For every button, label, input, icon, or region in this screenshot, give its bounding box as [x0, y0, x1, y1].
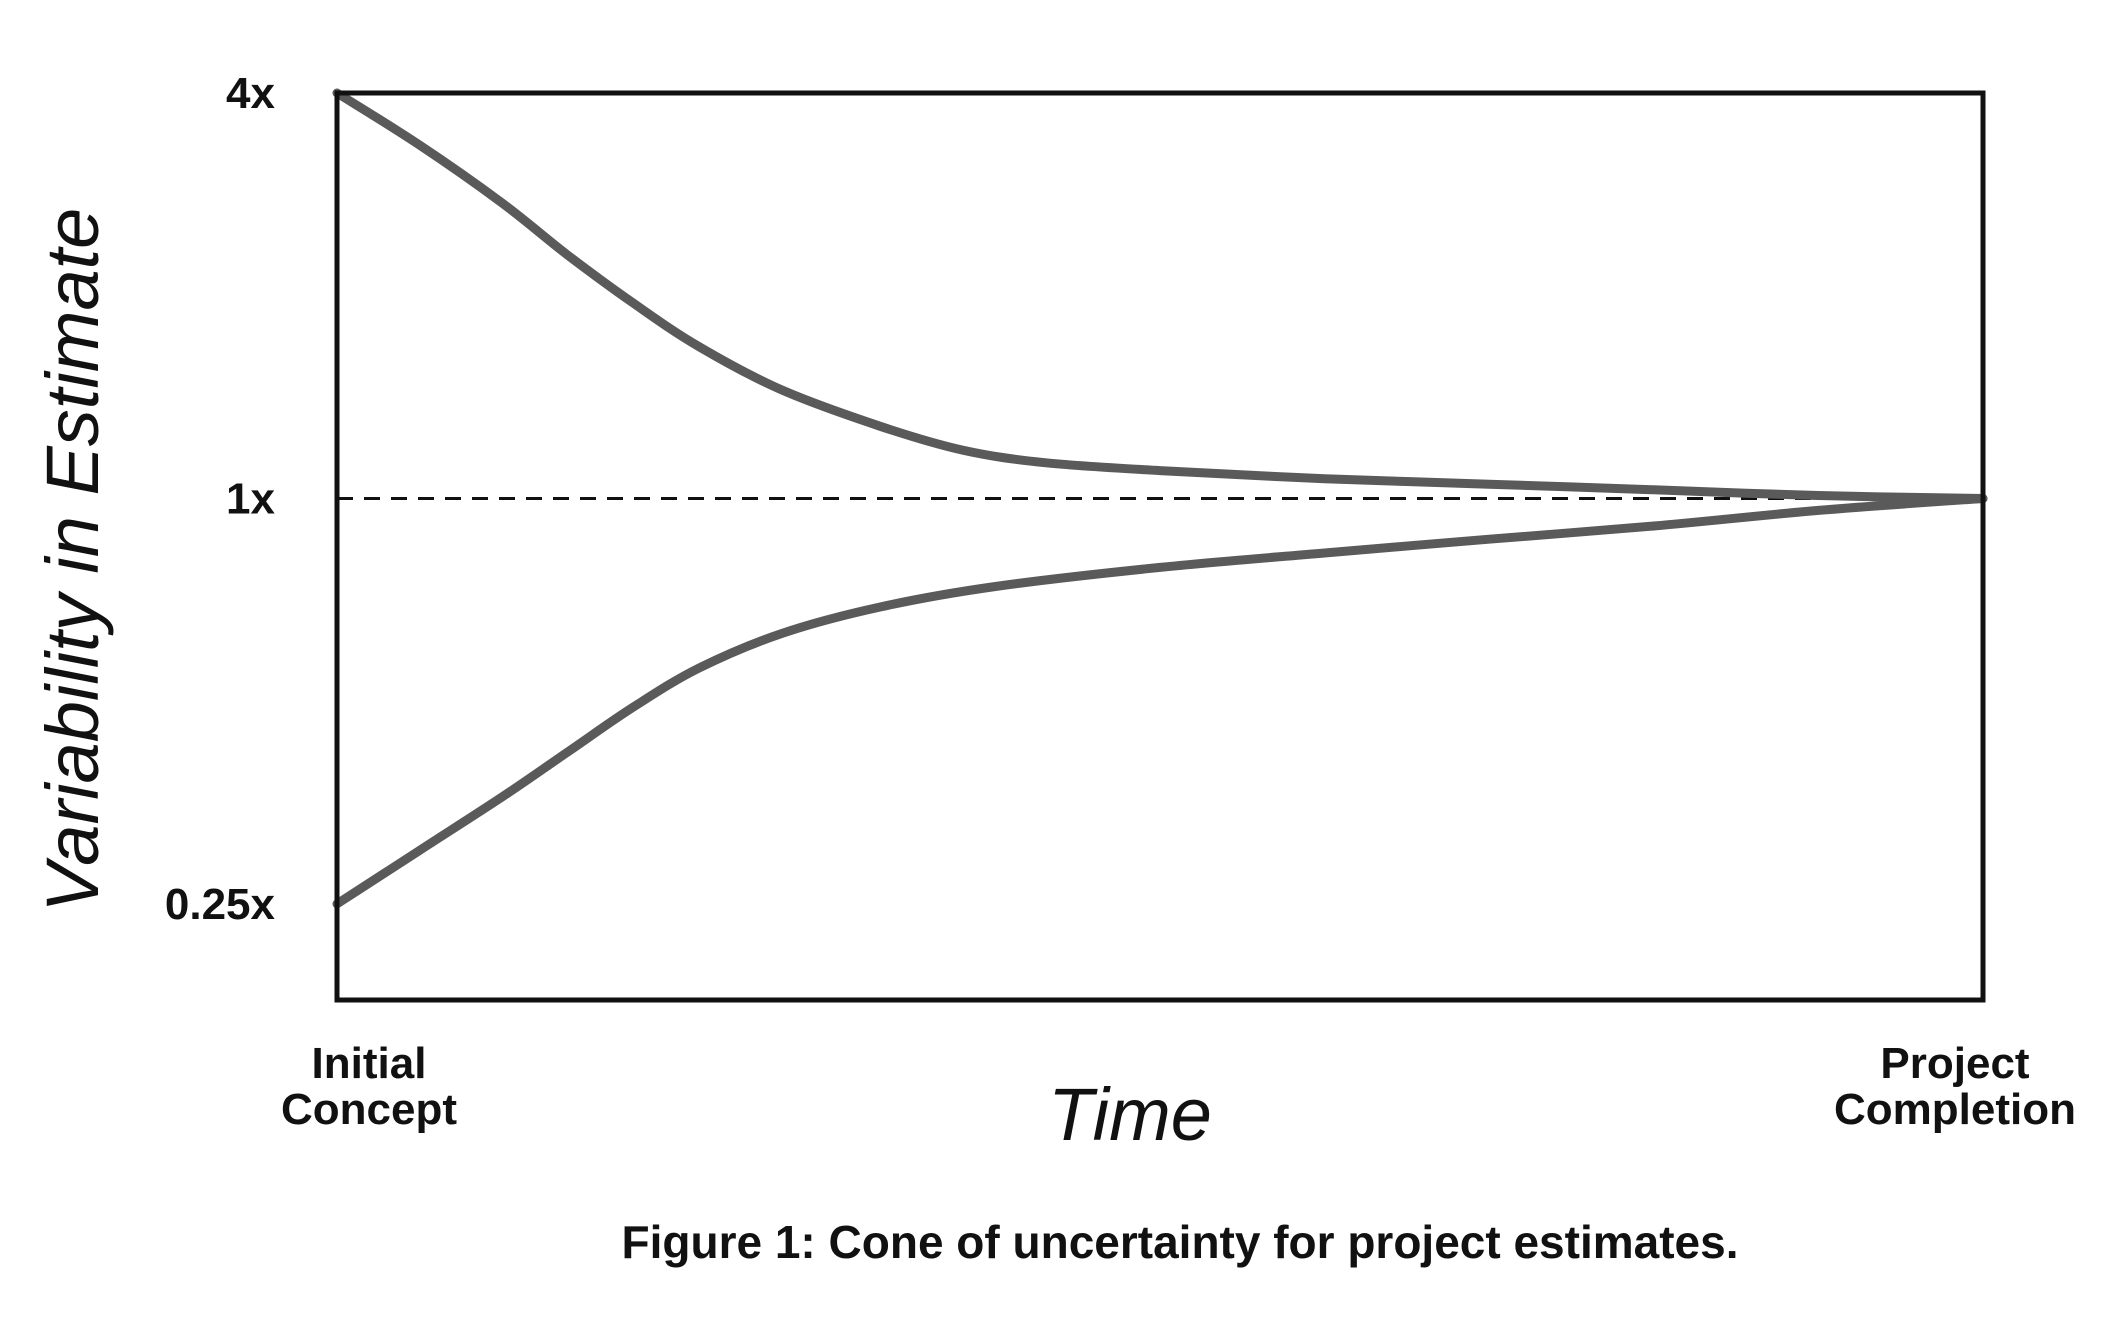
y-tick-label-1x: 1x	[226, 474, 275, 523]
y-tick-label-4x: 4x	[226, 69, 275, 118]
x-tick-label-1-line-1: Completion	[1834, 1085, 2076, 1134]
plot-frame	[334, 90, 1986, 1003]
plot-area	[332, 88, 1988, 1003]
x-axis-title: Time	[1048, 1073, 1212, 1156]
figure-caption: Figure 1: Cone of uncertainty for projec…	[622, 1216, 1739, 1268]
lower-bound-curve	[332, 494, 1988, 909]
x-tick-label-1-line-0: Project	[1880, 1039, 2030, 1088]
y-tick-labels: 4x 1x 0.25x	[165, 69, 276, 929]
x-tick-label-0-line-1: Concept	[281, 1085, 457, 1134]
y-tick-label-025x: 0.25x	[165, 880, 276, 929]
upper-bound-curve	[332, 88, 1988, 503]
y-axis-title: Variability in Estimate	[31, 208, 114, 913]
x-tick-label-0-line-0: Initial	[312, 1039, 427, 1088]
